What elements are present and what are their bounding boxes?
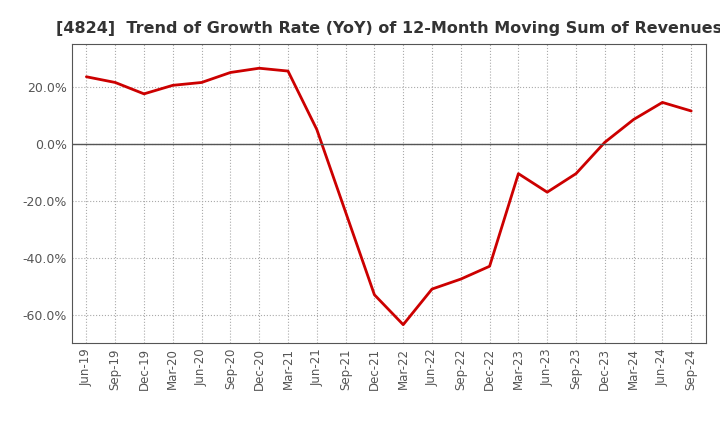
Title: [4824]  Trend of Growth Rate (YoY) of 12-Month Moving Sum of Revenues: [4824] Trend of Growth Rate (YoY) of 12-… (55, 21, 720, 36)
